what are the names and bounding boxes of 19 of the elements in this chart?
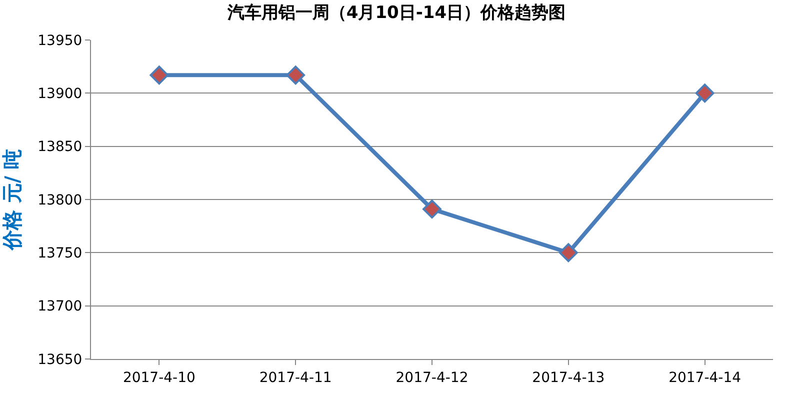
y-tick-label: 13950 — [38, 32, 82, 49]
x-tick-label: 2017-4-10 — [122, 370, 196, 386]
point — [286, 66, 306, 85]
x-tick-label: 2017-4-12 — [396, 370, 468, 386]
chart-title: 汽车用铝一周（4月10日-14日）价格趋势图 — [226, 2, 566, 23]
y-tick-label: 13650 — [38, 352, 82, 368]
y-tick-label: 13700 — [38, 298, 82, 315]
point — [695, 84, 714, 103]
point — [558, 243, 578, 262]
y-tick-label: 13850 — [38, 139, 82, 156]
y-tick-label: 13800 — [38, 192, 82, 208]
y-axis-title: 价格 元/ 吨 — [0, 148, 24, 252]
point — [150, 66, 169, 85]
point — [422, 200, 442, 219]
x-tick-label: 2017-4-14 — [668, 370, 742, 386]
x-tick-label: 2017-4-11 — [259, 370, 332, 386]
y-tick-label: 13750 — [38, 246, 82, 262]
x-tick-label: 2017-4-13 — [532, 370, 605, 386]
y-tick-label: 13900 — [38, 86, 82, 102]
